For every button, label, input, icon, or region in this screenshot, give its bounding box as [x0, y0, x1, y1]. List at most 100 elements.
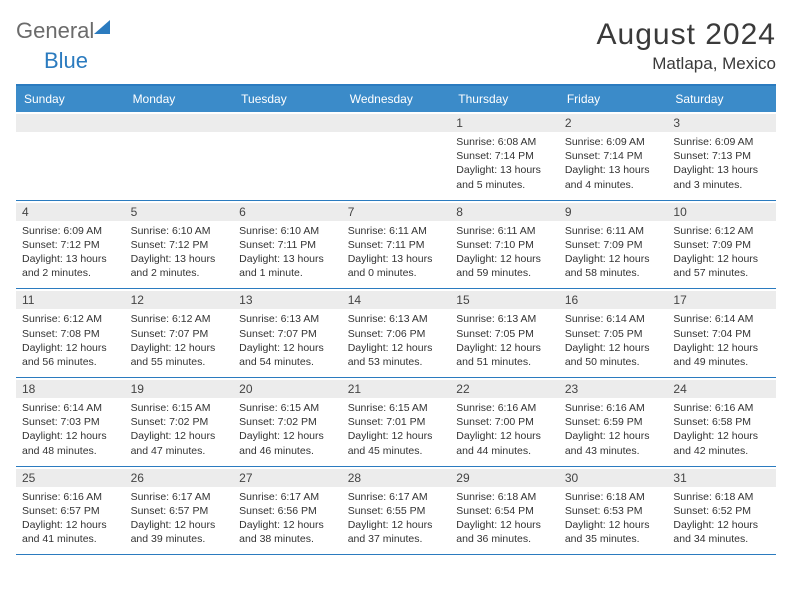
logo: General	[16, 18, 112, 44]
logo-text-1: General	[16, 18, 94, 44]
day-number: 2	[559, 114, 668, 132]
day-number: 20	[233, 380, 342, 398]
day-number: 23	[559, 380, 668, 398]
day-cell: 11 Sunrise: 6:12 AMSunset: 7:08 PMDayligh…	[16, 289, 125, 377]
day-number: 16	[559, 291, 668, 309]
day-number	[342, 114, 451, 132]
day-number: 3	[667, 114, 776, 132]
logo-text-2: Blue	[44, 48, 88, 73]
day-cell: 13Sunrise: 6:13 AMSunset: 7:07 PMDayligh…	[233, 289, 342, 377]
day-info: Sunrise: 6:11 AMSunset: 7:11 PMDaylight:…	[348, 224, 445, 281]
day-number: 24	[667, 380, 776, 398]
day-number: 12	[125, 291, 234, 309]
day-number: 13	[233, 291, 342, 309]
weekday-label: Wednesday	[342, 86, 451, 112]
day-info: Sunrise: 6:15 AMSunset: 7:02 PMDaylight:…	[131, 401, 228, 458]
day-info: Sunrise: 6:18 AMSunset: 6:53 PMDaylight:…	[565, 490, 662, 547]
day-cell: 15Sunrise: 6:13 AMSunset: 7:05 PMDayligh…	[450, 289, 559, 377]
week-row: 18Sunrise: 6:14 AMSunset: 7:03 PMDayligh…	[16, 378, 776, 467]
day-cell: 3 Sunrise: 6:09 AMSunset: 7:13 PMDaylight…	[667, 112, 776, 200]
day-cell: 2 Sunrise: 6:09 AMSunset: 7:14 PMDaylight…	[559, 112, 668, 200]
day-number: 26	[125, 469, 234, 487]
day-info: Sunrise: 6:18 AMSunset: 6:54 PMDaylight:…	[456, 490, 553, 547]
day-cell	[16, 112, 125, 200]
day-number	[125, 114, 234, 132]
day-info: Sunrise: 6:13 AMSunset: 7:06 PMDaylight:…	[348, 312, 445, 369]
day-number: 11	[16, 291, 125, 309]
day-cell: 16 Sunrise: 6:14 AMSunset: 7:05 PMDayligh…	[559, 289, 668, 377]
day-number: 1	[450, 114, 559, 132]
weekday-label: Monday	[125, 86, 234, 112]
weekday-label: Saturday	[667, 86, 776, 112]
day-info: Sunrise: 6:12 AMSunset: 7:08 PMDaylight:…	[22, 312, 119, 369]
day-cell: 10Sunrise: 6:12 AMSunset: 7:09 PMDayligh…	[667, 201, 776, 289]
day-number: 21	[342, 380, 451, 398]
day-cell: 17 Sunrise: 6:14 AMSunset: 7:04 PMDayligh…	[667, 289, 776, 377]
day-number: 4	[16, 203, 125, 221]
weekday-label: Thursday	[450, 86, 559, 112]
day-cell: 1 Sunrise: 6:08 AMSunset: 7:14 PMDaylight…	[450, 112, 559, 200]
logo-triangle-icon	[94, 20, 110, 34]
day-number: 6	[233, 203, 342, 221]
day-cell: 30 Sunrise: 6:18 AMSunset: 6:53 PMDayligh…	[559, 467, 668, 555]
day-number: 30	[559, 469, 668, 487]
day-cell: 28Sunrise: 6:17 AMSunset: 6:55 PMDayligh…	[342, 467, 451, 555]
day-info: Sunrise: 6:15 AMSunset: 7:01 PMDaylight:…	[348, 401, 445, 458]
day-cell: 24 Sunrise: 6:16 AMSunset: 6:58 PMDayligh…	[667, 378, 776, 466]
weeks-container: 1 Sunrise: 6:08 AMSunset: 7:14 PMDaylight…	[16, 112, 776, 555]
day-number: 27	[233, 469, 342, 487]
day-info: Sunrise: 6:09 AMSunset: 7:13 PMDaylight:…	[673, 135, 770, 192]
day-info: Sunrise: 6:09 AMSunset: 7:14 PMDaylight:…	[565, 135, 662, 192]
day-cell: 14 Sunrise: 6:13 AMSunset: 7:06 PMDayligh…	[342, 289, 451, 377]
day-number: 31	[667, 469, 776, 487]
day-cell	[125, 112, 234, 200]
day-info: Sunrise: 6:16 AMSunset: 6:57 PMDaylight:…	[22, 490, 119, 547]
day-number: 17	[667, 291, 776, 309]
day-info: Sunrise: 6:09 AMSunset: 7:12 PMDaylight:…	[22, 224, 119, 281]
calendar: Sunday Monday Tuesday Wednesday Thursday…	[16, 84, 776, 555]
day-cell: 21 Sunrise: 6:15 AMSunset: 7:01 PMDayligh…	[342, 378, 451, 466]
month-title: August 2024	[597, 18, 776, 52]
weekday-label: Sunday	[16, 86, 125, 112]
day-info: Sunrise: 6:16 AMSunset: 7:00 PMDaylight:…	[456, 401, 553, 458]
day-cell: 9Sunrise: 6:11 AMSunset: 7:09 PMDaylight…	[559, 201, 668, 289]
day-info: Sunrise: 6:08 AMSunset: 7:14 PMDaylight:…	[456, 135, 553, 192]
day-info: Sunrise: 6:11 AMSunset: 7:10 PMDaylight:…	[456, 224, 553, 281]
day-cell: 23 Sunrise: 6:16 AMSunset: 6:59 PMDayligh…	[559, 378, 668, 466]
day-info: Sunrise: 6:14 AMSunset: 7:05 PMDaylight:…	[565, 312, 662, 369]
location-label: Matlapa, Mexico	[597, 54, 776, 74]
day-info: Sunrise: 6:16 AMSunset: 6:58 PMDaylight:…	[673, 401, 770, 458]
day-cell	[342, 112, 451, 200]
day-info: Sunrise: 6:17 AMSunset: 6:56 PMDaylight:…	[239, 490, 336, 547]
day-info: Sunrise: 6:15 AMSunset: 7:02 PMDaylight:…	[239, 401, 336, 458]
day-cell: 22Sunrise: 6:16 AMSunset: 7:00 PMDayligh…	[450, 378, 559, 466]
day-cell: 8 Sunrise: 6:11 AMSunset: 7:10 PMDaylight…	[450, 201, 559, 289]
day-info: Sunrise: 6:16 AMSunset: 6:59 PMDaylight:…	[565, 401, 662, 458]
weekday-header: Sunday Monday Tuesday Wednesday Thursday…	[16, 86, 776, 112]
day-info: Sunrise: 6:14 AMSunset: 7:03 PMDaylight:…	[22, 401, 119, 458]
day-cell	[233, 112, 342, 200]
day-info: Sunrise: 6:12 AMSunset: 7:07 PMDaylight:…	[131, 312, 228, 369]
day-number: 8	[450, 203, 559, 221]
day-info: Sunrise: 6:17 AMSunset: 6:55 PMDaylight:…	[348, 490, 445, 547]
day-cell: 27 Sunrise: 6:17 AMSunset: 6:56 PMDayligh…	[233, 467, 342, 555]
title-block: August 2024 Matlapa, Mexico	[597, 18, 776, 74]
day-cell: 6Sunrise: 6:10 AMSunset: 7:11 PMDaylight…	[233, 201, 342, 289]
day-number: 19	[125, 380, 234, 398]
week-row: 4 Sunrise: 6:09 AMSunset: 7:12 PMDaylight…	[16, 201, 776, 290]
day-info: Sunrise: 6:14 AMSunset: 7:04 PMDaylight:…	[673, 312, 770, 369]
day-number: 14	[342, 291, 451, 309]
day-number: 9	[559, 203, 668, 221]
day-info: Sunrise: 6:12 AMSunset: 7:09 PMDaylight:…	[673, 224, 770, 281]
day-cell: 7 Sunrise: 6:11 AMSunset: 7:11 PMDaylight…	[342, 201, 451, 289]
week-row: 1 Sunrise: 6:08 AMSunset: 7:14 PMDaylight…	[16, 112, 776, 201]
day-cell: 26Sunrise: 6:17 AMSunset: 6:57 PMDayligh…	[125, 467, 234, 555]
calendar-page: General August 2024 Matlapa, Mexico Blue…	[0, 0, 792, 573]
day-cell: 19 Sunrise: 6:15 AMSunset: 7:02 PMDayligh…	[125, 378, 234, 466]
day-number: 25	[16, 469, 125, 487]
weekday-label: Tuesday	[233, 86, 342, 112]
day-info: Sunrise: 6:10 AMSunset: 7:12 PMDaylight:…	[131, 224, 228, 281]
day-number: 29	[450, 469, 559, 487]
day-number: 7	[342, 203, 451, 221]
day-cell: 31Sunrise: 6:18 AMSunset: 6:52 PMDayligh…	[667, 467, 776, 555]
